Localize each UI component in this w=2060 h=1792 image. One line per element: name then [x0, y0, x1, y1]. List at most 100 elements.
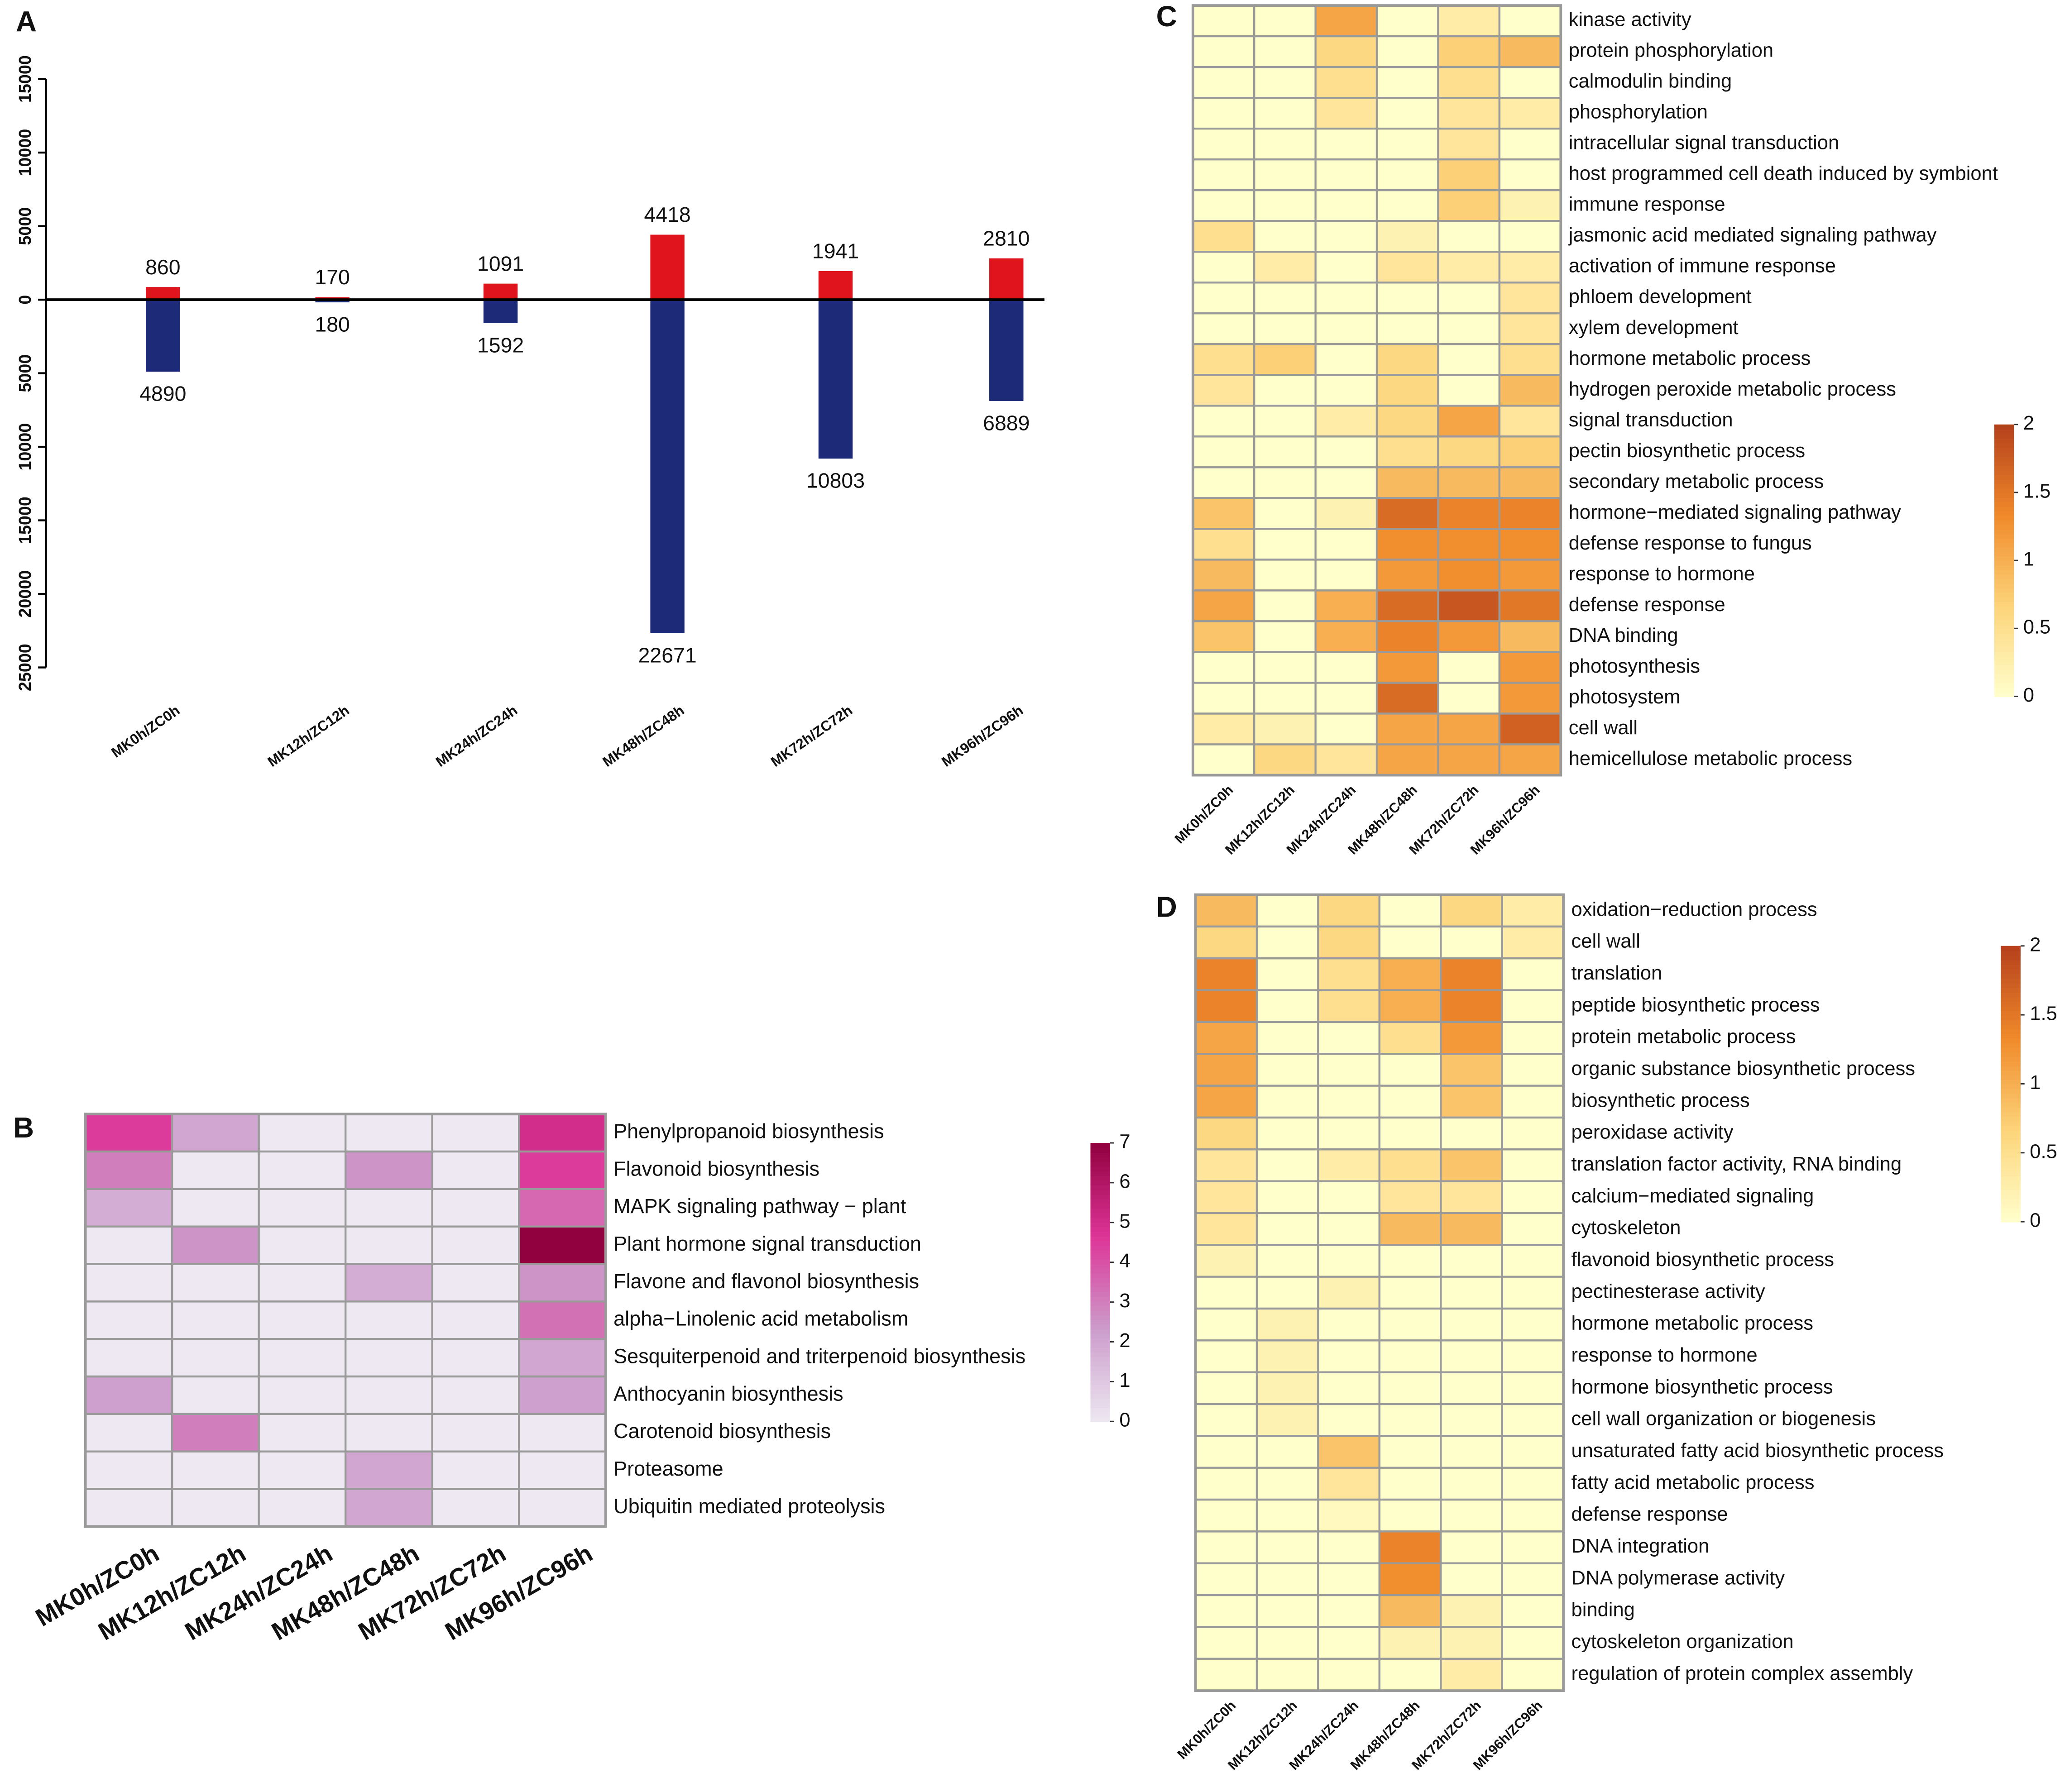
- colorbar-segment: [1994, 601, 2014, 607]
- row-label: xylem development: [1569, 317, 1739, 339]
- colorbar-segment: [1090, 1240, 1111, 1246]
- colorbar-segment: [2001, 1120, 2021, 1126]
- heatmap-cell: [1255, 1276, 1319, 1310]
- colorbar-segment: [1090, 1226, 1111, 1232]
- heatmap-cell: [1317, 1148, 1381, 1182]
- colorbar-segment: [1090, 1175, 1111, 1181]
- heatmap-cell: [344, 1300, 433, 1340]
- heatmap-cell: [1378, 1467, 1442, 1501]
- bar: [989, 258, 1024, 300]
- colorbar-segment: [2001, 1061, 2021, 1066]
- heatmap-cell: [1501, 1339, 1565, 1373]
- heatmap-cell: [171, 1188, 260, 1228]
- heatmap-cell: [1255, 1180, 1319, 1214]
- colorbar-segment: [1090, 1147, 1111, 1153]
- heatmap-cell: [1440, 1212, 1503, 1246]
- row-label: Phenylpropanoid biosynthesis: [613, 1119, 884, 1142]
- heatmap-cell: [1375, 96, 1439, 130]
- colorbar-segment: [1090, 1347, 1111, 1352]
- heatmap-cell: [1253, 497, 1317, 530]
- heatmap-cell: [1253, 158, 1317, 191]
- heatmap-cell: [1317, 1339, 1381, 1373]
- colorbar-segment: [1994, 533, 2014, 539]
- heatmap-cell: [344, 1188, 433, 1228]
- heatmap-cell: [84, 1188, 173, 1228]
- heatmap-cell: [1314, 4, 1378, 38]
- heatmap-cell: [1498, 220, 1562, 253]
- heatmap-cell: [1440, 894, 1503, 928]
- heatmap-cell: [344, 1225, 433, 1265]
- colorbar-segment: [1090, 1203, 1111, 1209]
- colorbar-segment: [1994, 438, 2014, 444]
- colorbar-segment: [1994, 460, 2014, 466]
- row-label: protein phosphorylation: [1569, 40, 1773, 62]
- heatmap-cell: [1192, 189, 1255, 222]
- heatmap-cell: [1378, 1116, 1442, 1151]
- colorbar-segment: [2001, 1203, 2021, 1209]
- colorbar-segment: [1994, 624, 2014, 629]
- heatmap-cell: [84, 1150, 173, 1190]
- heatmap-cell: [1501, 957, 1565, 991]
- colorbar-segment: [1090, 1212, 1111, 1218]
- heatmap-cell: [1192, 405, 1255, 438]
- heatmap-cell: [1437, 651, 1501, 684]
- heatmap-cell: [1498, 589, 1562, 622]
- colorbar-segment: [2001, 1107, 2021, 1112]
- heatmap-cell: [518, 1150, 607, 1190]
- heatmap-cell: [1314, 96, 1378, 130]
- heatmap-cell: [431, 1113, 520, 1153]
- heatmap-cell: [1314, 343, 1378, 376]
- y-tick-label: 5000: [15, 354, 34, 392]
- heatmap-cell: [1255, 894, 1319, 928]
- heatmap-cell: [1375, 743, 1439, 776]
- colorbar-segment: [1090, 1171, 1111, 1176]
- heatmap-cell: [1317, 1085, 1381, 1119]
- heatmap-cell: [1194, 1148, 1258, 1182]
- value-label: 170: [315, 265, 350, 289]
- heatmap-cell: [1192, 712, 1255, 745]
- colorbar-segment: [2001, 1217, 2021, 1223]
- heatmap-cell: [1192, 251, 1255, 284]
- heatmap-cell: [1440, 1467, 1503, 1501]
- heatmap-cell: [1437, 405, 1501, 438]
- colorbar-segment: [1994, 606, 2014, 611]
- heatmap-cell: [1253, 559, 1317, 592]
- heatmap-cell: [1501, 1148, 1565, 1182]
- heatmap-cell: [1253, 435, 1317, 468]
- heatmap-cell: [1440, 1244, 1503, 1278]
- heatmap-cell: [1378, 1021, 1442, 1055]
- colorbar-label: 1: [2023, 549, 2034, 570]
- heatmap-cell: [1314, 497, 1378, 530]
- bar: [315, 300, 350, 302]
- heatmap-cell: [431, 1375, 520, 1415]
- heatmap-cell: [1317, 1212, 1381, 1246]
- heatmap-cell: [1375, 282, 1439, 315]
- row-label: defense response: [1569, 594, 1725, 616]
- heatmap-cell: [171, 1338, 260, 1378]
- colorbar-label: 0: [2030, 1210, 2041, 1232]
- heatmap-cell: [1437, 712, 1501, 745]
- colorbar-segment: [1090, 1389, 1111, 1395]
- heatmap-cell: [1317, 957, 1381, 991]
- colorbar-segment: [2001, 1079, 2021, 1085]
- heatmap-cell: [1437, 374, 1501, 407]
- heatmap-cell: [1440, 1307, 1503, 1342]
- heatmap-cell: [1498, 559, 1562, 592]
- colorbar-segment: [2001, 1143, 2021, 1149]
- x-tick-label: MK0h/ZC0h: [108, 702, 182, 761]
- heatmap-cell: [84, 1488, 173, 1528]
- colorbar-segment: [2001, 1212, 2021, 1218]
- heatmap-cell: [1194, 1307, 1258, 1342]
- colorbar-segment: [1090, 1324, 1111, 1329]
- heatmap-cell: [1192, 559, 1255, 592]
- heatmap-cell: [1440, 1371, 1503, 1405]
- row-label: pectin biosynthetic process: [1569, 440, 1805, 462]
- heatmap-cell: [1440, 1085, 1503, 1119]
- row-label: signal transduction: [1569, 409, 1733, 431]
- row-label: hormone biosynthetic process: [1571, 1376, 1833, 1398]
- heatmap-cell: [1192, 374, 1255, 407]
- colorbar-segment: [1090, 1300, 1111, 1306]
- colorbar-label: 1.5: [2030, 1003, 2057, 1025]
- heatmap-cell: [1498, 743, 1562, 776]
